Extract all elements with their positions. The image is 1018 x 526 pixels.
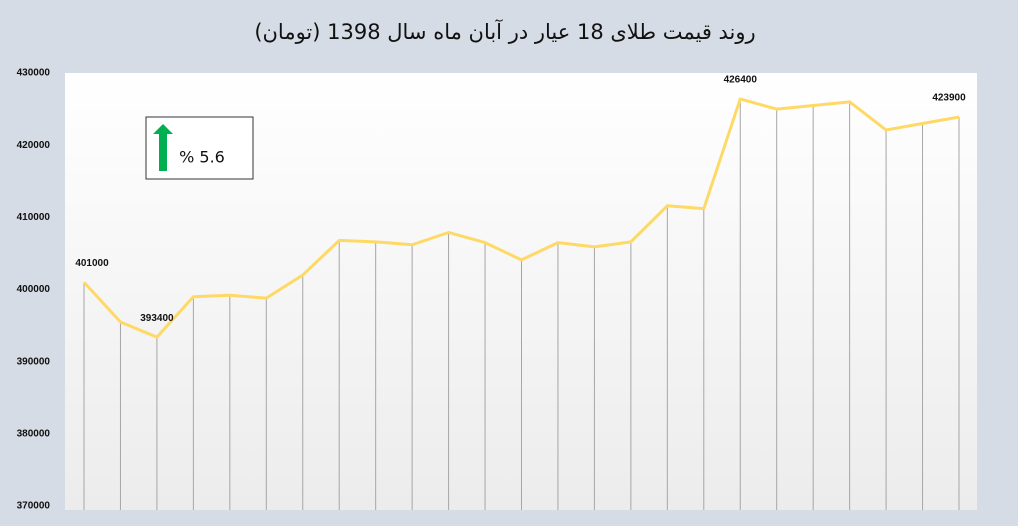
y-tick-label: 430000 [17,68,51,79]
marks: 370000 380000 390000 400000 410000 420000 4300… [17,68,966,512]
y-tick-label: 410000 [17,212,51,223]
value-label: 401000 [75,258,109,269]
y-tick-label: 400000 [17,284,51,295]
y-tick-label: 370000 [17,501,51,512]
value-label: 426400 [724,75,758,86]
value-label: 423900 [932,93,966,104]
chart-title: روند قیمت طلای 18 عیار در آبان ماه سال 1… [254,19,755,44]
y-tick-label: 390000 [17,356,51,367]
value-label: 393400 [140,313,174,324]
price-line [82,97,960,339]
annotation: % 5.6 [179,148,225,167]
y-tick-label: 380000 [17,428,51,439]
up-arrow [153,124,173,171]
y-tick-label: 420000 [17,140,51,151]
